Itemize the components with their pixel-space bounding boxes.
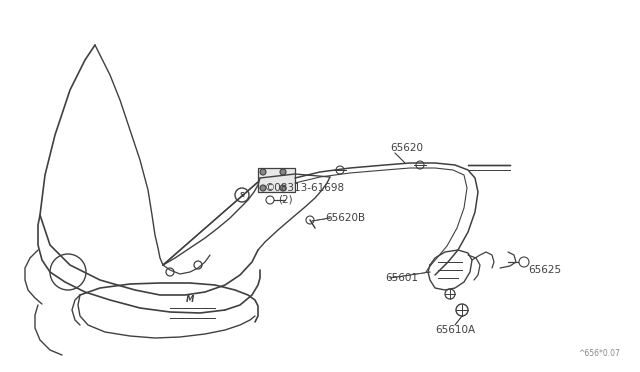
Text: ^656*0.07: ^656*0.07	[578, 349, 620, 358]
Text: 65610A: 65610A	[435, 325, 475, 335]
Text: 65625: 65625	[528, 265, 561, 275]
Circle shape	[280, 185, 286, 191]
Text: M: M	[186, 295, 194, 305]
Circle shape	[260, 185, 266, 191]
FancyBboxPatch shape	[258, 168, 295, 192]
Text: ©08313-61698: ©08313-61698	[265, 183, 345, 193]
Text: 65601: 65601	[385, 273, 418, 283]
Circle shape	[280, 169, 286, 175]
Circle shape	[260, 169, 266, 175]
Text: S: S	[239, 192, 244, 198]
Text: 65620B: 65620B	[325, 213, 365, 223]
Text: 65620: 65620	[390, 143, 423, 153]
Text: (2): (2)	[278, 195, 292, 205]
